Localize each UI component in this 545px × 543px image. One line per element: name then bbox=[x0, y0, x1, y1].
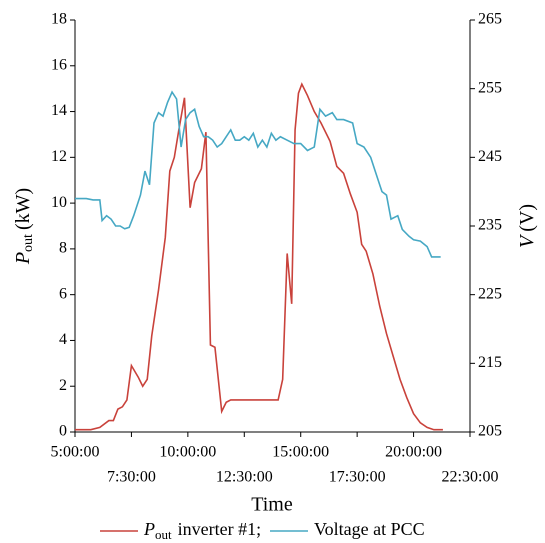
x-tick-label: 10:00:00 bbox=[159, 444, 216, 461]
x-tick-label: 22:30:00 bbox=[442, 469, 499, 486]
x-axis-label: Time bbox=[251, 494, 293, 516]
series-line bbox=[75, 82, 443, 431]
y-subscript: out bbox=[21, 234, 36, 252]
y-unit: (kW) bbox=[12, 188, 34, 230]
y2-tick-label: 235 bbox=[478, 217, 502, 234]
series-line bbox=[75, 90, 441, 258]
y2-unit: (V) bbox=[516, 204, 538, 232]
legend-label: Pout inverter #1; bbox=[143, 519, 261, 542]
x-tick-label: 7:30:00 bbox=[107, 469, 156, 486]
y2-tick-label: 255 bbox=[478, 79, 502, 96]
y-tick-label: 16 bbox=[51, 56, 67, 73]
y-axis-label: Pout (kW) bbox=[12, 188, 37, 265]
y-symbol: P bbox=[12, 252, 34, 265]
y2-tick-label: 225 bbox=[478, 285, 502, 302]
y-tick-label: 18 bbox=[51, 11, 67, 28]
y-tick-label: 6 bbox=[59, 285, 67, 302]
y2-tick-label: 265 bbox=[478, 11, 502, 28]
y-tick-label: 8 bbox=[59, 240, 67, 257]
y2-tick-label: 245 bbox=[478, 148, 502, 165]
y2-tick-label: 215 bbox=[478, 354, 502, 371]
y-tick-label: 12 bbox=[51, 148, 67, 165]
x-tick-label: 20:00:00 bbox=[385, 444, 442, 461]
y2-symbol: V bbox=[516, 233, 538, 248]
legend-text: inverter #1; bbox=[178, 519, 261, 539]
x-tick-label: 12:30:00 bbox=[216, 469, 273, 486]
y-tick-label: 14 bbox=[51, 102, 67, 119]
y-tick-label: 4 bbox=[59, 331, 67, 348]
y-tick-label: 10 bbox=[51, 194, 67, 211]
legend-symbol: P bbox=[143, 519, 155, 539]
x-tick-label: 5:00:00 bbox=[51, 444, 100, 461]
y-tick-label: 0 bbox=[59, 423, 67, 440]
legend-label: Voltage at PCC bbox=[314, 519, 425, 539]
y2-tick-label: 205 bbox=[478, 423, 502, 440]
y-tick-label: 2 bbox=[59, 377, 67, 394]
x-tick-label: 15:00:00 bbox=[272, 444, 329, 461]
legend-subscript: out bbox=[155, 527, 172, 542]
y2-axis-label: V(V) bbox=[516, 204, 538, 248]
x-tick-label: 17:30:00 bbox=[329, 469, 386, 486]
